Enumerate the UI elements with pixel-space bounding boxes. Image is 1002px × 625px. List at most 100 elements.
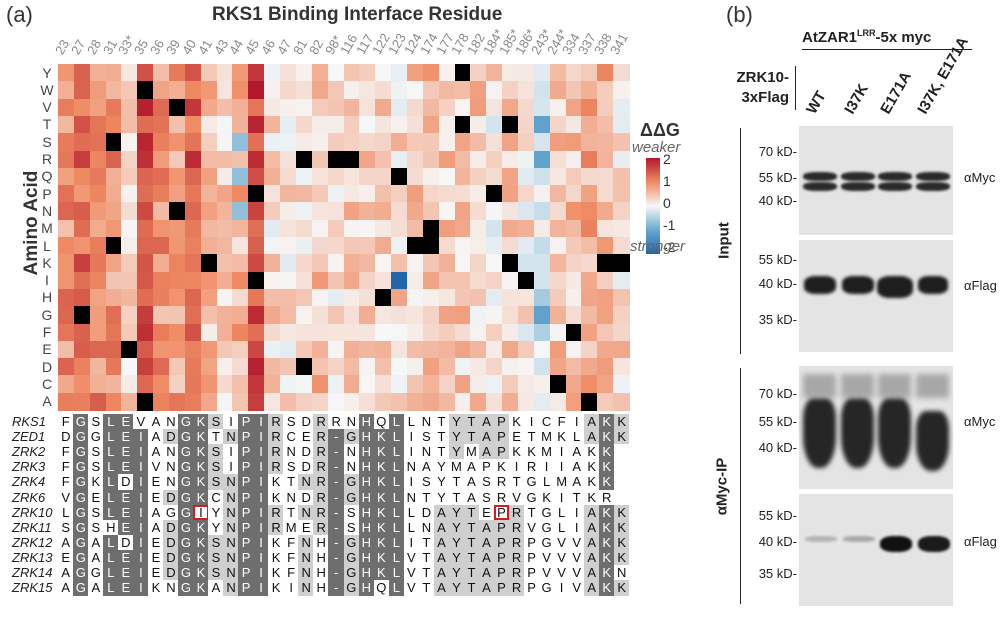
heatmap-cell [200, 98, 218, 117]
construct-name: AtZAR1 [802, 29, 857, 46]
mw-marker: 55 kD- [758, 414, 797, 429]
heatmap-cell [216, 115, 234, 134]
heatmap-cell [232, 64, 249, 82]
heatmap-cell [216, 340, 234, 359]
heatmap-cell [565, 185, 582, 203]
heatmap-cell [73, 115, 91, 134]
heatmap-cell [454, 254, 471, 273]
alignment-residue: K [268, 489, 284, 506]
heatmap-cell [280, 115, 297, 134]
construct-superscript: LRR [857, 28, 876, 38]
antibody-label: αMyc [964, 414, 996, 429]
alignment-residue: T [523, 429, 540, 445]
alignment-residue: I [403, 534, 420, 551]
alignment-residue: D [58, 429, 74, 445]
heatmap-cell [438, 237, 456, 255]
alignment-residue: P [523, 549, 540, 566]
alignment-residue: F [553, 414, 570, 430]
heatmap-cell [137, 150, 154, 169]
heatmap-cell [343, 306, 360, 325]
alignment-residue: E [118, 459, 134, 475]
heatmap-cell [264, 271, 281, 290]
alignment-residue: - [328, 549, 344, 566]
heatmap-cell [311, 185, 329, 203]
row-label: E [42, 341, 52, 358]
alignment-residue: G [343, 489, 360, 506]
alignment-residue: A [583, 549, 600, 566]
heatmap-cell [406, 358, 424, 376]
alignment-residue: T [433, 429, 450, 445]
row-label: M [41, 220, 53, 237]
alignment-residue: G [178, 414, 194, 430]
heatmap-cell [248, 358, 265, 376]
alignment-residue: A [148, 444, 164, 460]
heatmap-cell [311, 323, 329, 342]
alignment-residue: K [598, 534, 615, 551]
heatmap-cell [248, 237, 265, 255]
heatmap-cell [597, 167, 614, 186]
heatmap-cell [280, 64, 297, 82]
heatmap-cell [153, 340, 170, 359]
heatmap-cell [343, 167, 360, 186]
heatmap-cell [153, 81, 170, 100]
heatmap-cell [533, 202, 551, 221]
heatmap-cell [343, 323, 360, 342]
row-label: G [41, 306, 53, 323]
heatmap-cell [264, 115, 281, 134]
alignment-residue: N [223, 489, 239, 506]
alignment-residue: A [463, 474, 480, 490]
alignment-residue: T [418, 580, 435, 596]
alignment-residue: E [148, 489, 164, 506]
alignment-residue: G [73, 549, 89, 566]
blot-band [804, 276, 836, 294]
alignment-residue: K [598, 549, 615, 566]
heatmap-cell [533, 271, 551, 290]
alignment-residue: N [403, 459, 420, 475]
alignment-residue: G [523, 489, 540, 506]
alignment-residue: E [148, 474, 164, 490]
alignment-residue: G [178, 549, 194, 566]
mw-marker: 40 kD- [758, 440, 797, 455]
heatmap-cell [280, 202, 297, 221]
alignment-residue: I [553, 489, 570, 506]
heatmap-cell [470, 254, 487, 273]
heatmap-cell [533, 358, 551, 376]
heatmap-cell [232, 254, 249, 273]
alignment-residue: S [88, 504, 104, 521]
heatmap-cell [549, 81, 567, 100]
heatmap-cell [264, 358, 281, 376]
alignment-residue: H [358, 565, 375, 581]
heatmap-cell [232, 306, 249, 325]
heatmap-cell [517, 64, 535, 82]
heatmap-cell [248, 167, 265, 186]
heatmap-cell [581, 358, 598, 376]
heatmap-cell [533, 288, 551, 307]
heatmap-cell [153, 392, 170, 411]
alignment-residue: G [178, 534, 194, 551]
heatmap-cell [581, 340, 598, 359]
heatmap-cell [105, 115, 123, 134]
heatmap-cell [422, 323, 440, 342]
heatmap-cell [359, 202, 376, 221]
heatmap-cell [533, 64, 551, 82]
alignment-residue: K [193, 459, 209, 475]
heatmap-cell [486, 115, 503, 134]
alignment-residue: V [553, 565, 570, 581]
heatmap-cell [295, 288, 313, 307]
alignment-residue: I [403, 474, 420, 490]
heatmap-cell [327, 375, 345, 394]
heatmap-cell [137, 185, 154, 203]
heatmap-cell [200, 288, 218, 307]
heatmap-cell [232, 288, 249, 307]
alignment-residue: K [583, 474, 600, 490]
zrk10-row-label-line2: 3xFlag [741, 89, 789, 106]
alignment-residue: N [298, 549, 314, 566]
heatmap-cell [153, 271, 170, 290]
alignment-residue: K [373, 489, 390, 506]
heatmap-cell [517, 185, 535, 203]
heatmap-cell [121, 323, 138, 342]
heatmap-cell [295, 254, 313, 273]
heatmap-cell [169, 288, 186, 307]
heatmap-cell [264, 133, 281, 152]
heatmap-cell [216, 167, 234, 186]
